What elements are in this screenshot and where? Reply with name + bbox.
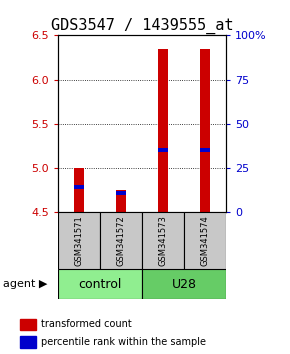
Text: percentile rank within the sample: percentile rank within the sample [41, 337, 206, 347]
Bar [200, 49, 211, 212]
Bar [158, 148, 168, 152]
Text: agent ▶: agent ▶ [3, 279, 47, 289]
Bar [116, 190, 126, 212]
Text: GSM341572: GSM341572 [117, 215, 126, 266]
Bar [184, 212, 226, 269]
Text: U28: U28 [172, 278, 197, 291]
Bar [20, 336, 36, 348]
Text: GSM341571: GSM341571 [75, 215, 84, 266]
Bar [100, 212, 142, 269]
Bar [116, 191, 126, 195]
Title: GDS3547 / 1439555_at: GDS3547 / 1439555_at [51, 18, 233, 34]
Bar [200, 148, 211, 152]
Bar [142, 212, 184, 269]
Bar [74, 185, 84, 189]
Bar [58, 212, 100, 269]
Text: GSM341574: GSM341574 [201, 215, 210, 266]
Text: control: control [78, 278, 122, 291]
Bar [58, 269, 142, 299]
Bar [74, 168, 84, 212]
Bar [142, 269, 226, 299]
Text: transformed count: transformed count [41, 319, 132, 329]
Bar [20, 319, 36, 330]
Bar [158, 49, 168, 212]
Text: GSM341573: GSM341573 [159, 215, 168, 266]
